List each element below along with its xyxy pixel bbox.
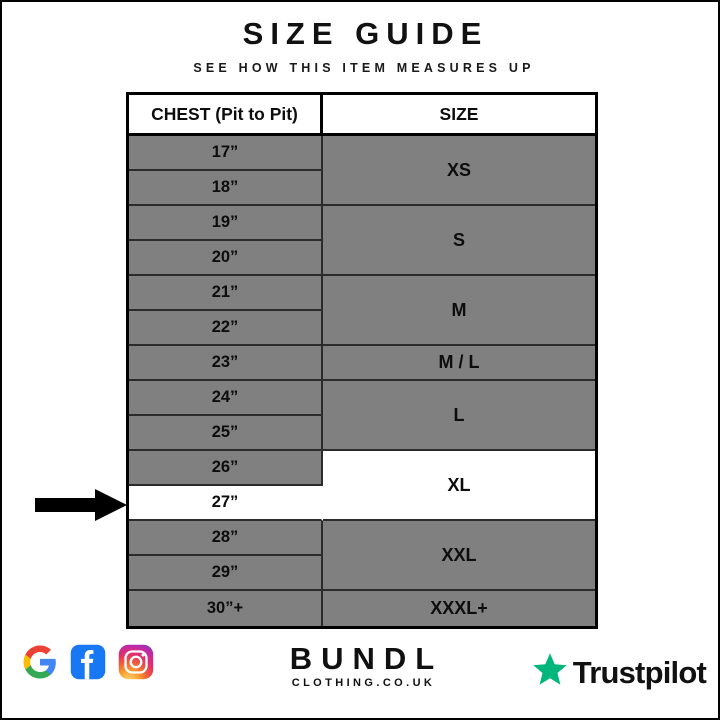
chest-cell: 25” [129, 416, 323, 451]
chest-cell: 28” [129, 521, 323, 556]
star-icon [530, 650, 570, 695]
brand-domain: CLOTHING.CO.UK [291, 677, 436, 689]
size-guide-table: CHEST (Pit to Pit) SIZE 17” 18” 19” 20” 21” 2… [126, 92, 598, 629]
chest-cell: 23” [129, 346, 323, 381]
chest-cell: 19” [129, 206, 323, 241]
page-title: SIZE GUIDE [242, 16, 489, 51]
chest-cell: 21” [129, 276, 323, 311]
chest-cell: 20” [129, 241, 323, 276]
chest-cell: 17” [129, 136, 323, 171]
size-cell: XXXL+ [323, 591, 595, 626]
page-header: SIZE GUIDE SEE HOW THIS ITEM MEASURES UP [2, 16, 720, 76]
size-column: XS S M M / L L XL XXL XXXL+ [323, 136, 595, 626]
size-cell: M / L [323, 346, 595, 381]
facebook-icon[interactable] [70, 644, 106, 680]
size-cell: L [323, 381, 595, 451]
chest-cell: 29” [129, 556, 323, 591]
size-cell: M [323, 276, 595, 346]
chest-cell: 26” [129, 451, 323, 486]
brand-logo: BUNDL CLOTHING.CO.UK [2, 642, 720, 690]
google-icon[interactable] [22, 644, 58, 680]
social-links [22, 644, 154, 680]
chest-cell: 27” [129, 486, 323, 521]
table-header-row: CHEST (Pit to Pit) SIZE [129, 95, 595, 136]
table-body: 17” 18” 19” 20” 21” 22” 23” 24” 25” 26” 27” 28” 29” 3… [129, 136, 595, 626]
instagram-icon[interactable] [118, 644, 154, 680]
chest-cell: 18” [129, 171, 323, 206]
chest-cell: 30”+ [129, 591, 323, 626]
chest-cell: 22” [129, 311, 323, 346]
size-cell: XS [323, 136, 595, 206]
right-arrow-icon [35, 489, 127, 521]
column-header-chest: CHEST (Pit to Pit) [129, 95, 323, 136]
column-header-size: SIZE [323, 95, 595, 136]
chest-cell: 24” [129, 381, 323, 416]
trustpilot-wordmark: Trustpilot [572, 654, 707, 690]
trustpilot-logo[interactable]: Trustpilot [530, 650, 707, 695]
page-subtitle: SEE HOW THIS ITEM MEASURES UP [193, 61, 535, 75]
size-cell: S [323, 206, 595, 276]
brand-name: BUNDL [289, 641, 444, 676]
size-cell: XL [323, 451, 595, 521]
chest-column: 17” 18” 19” 20” 21” 22” 23” 24” 25” 26” 27” 28” 29” 3… [129, 136, 323, 626]
page-footer: BUNDL CLOTHING.CO.UK Trustpilot [2, 638, 720, 714]
size-cell: XXL [323, 521, 595, 591]
